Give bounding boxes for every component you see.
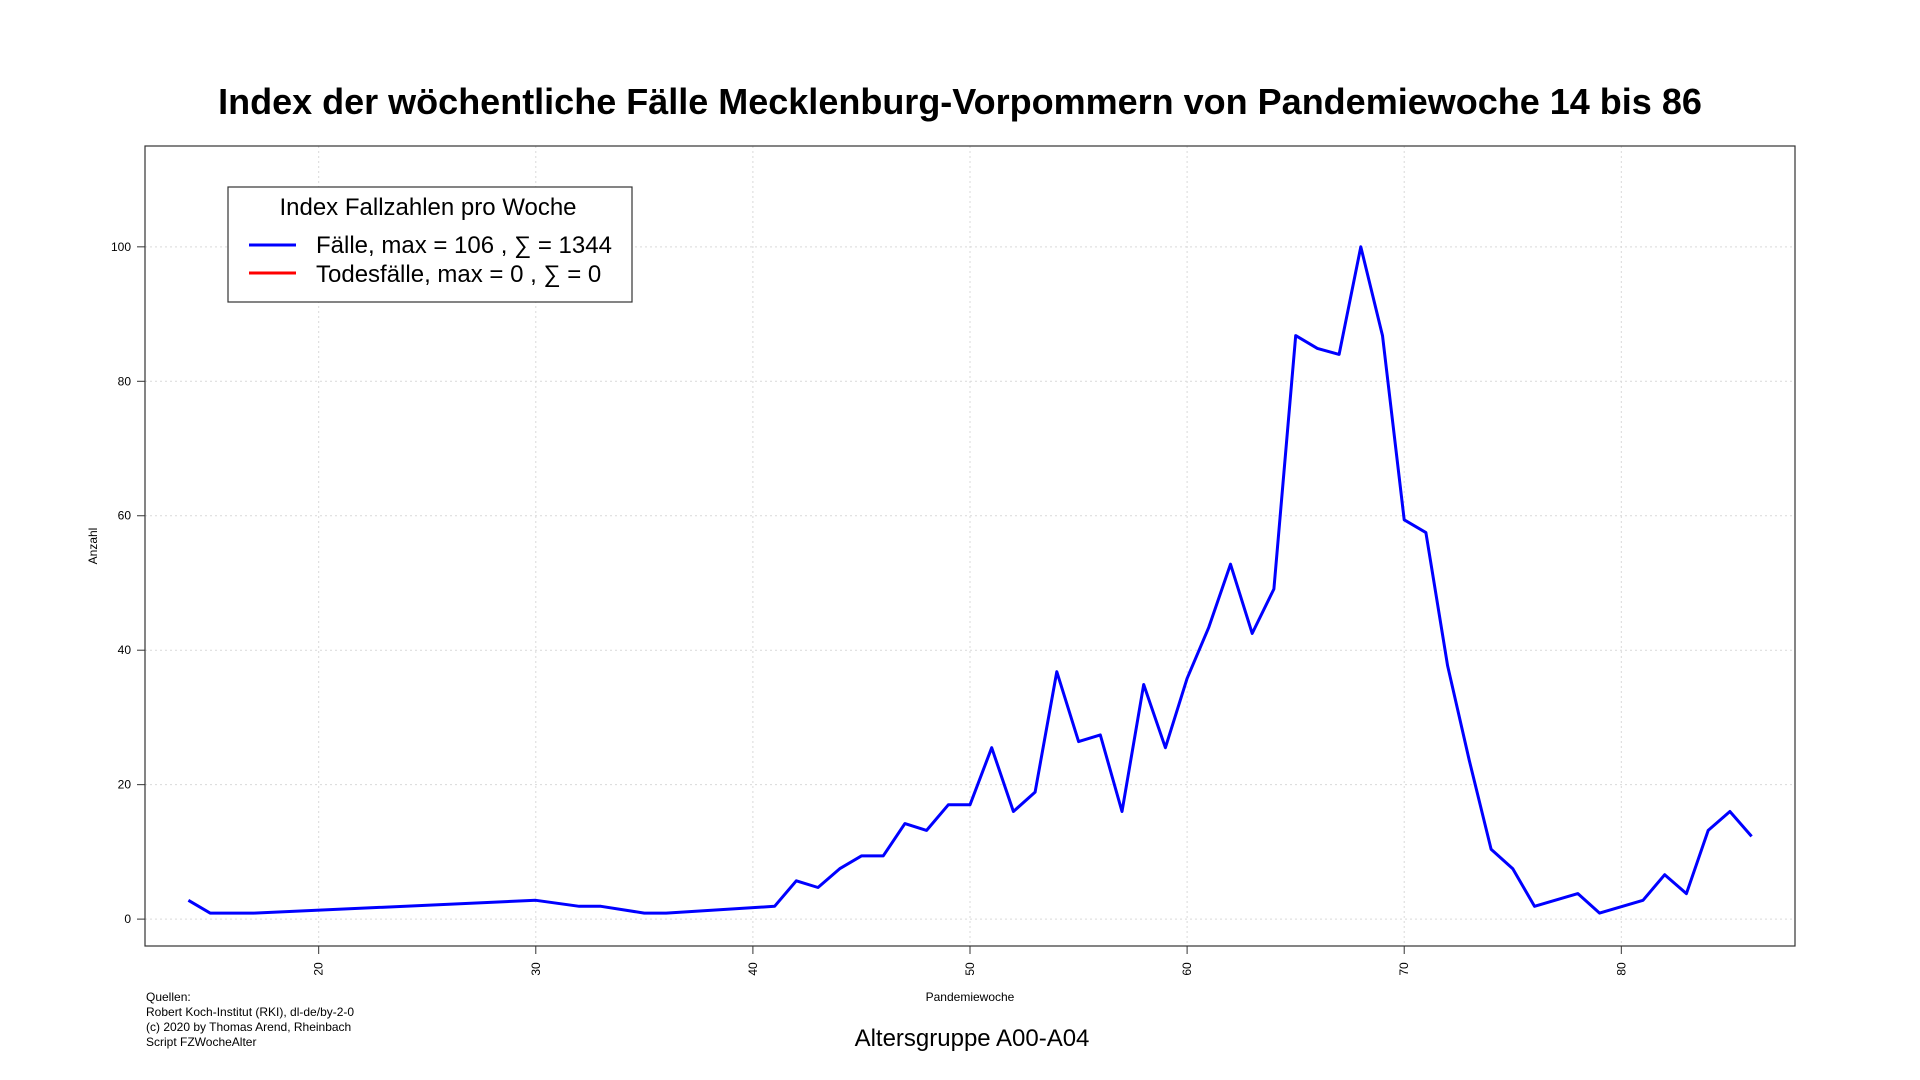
y-tick-label: 100 xyxy=(111,240,131,254)
y-tick-label: 80 xyxy=(118,374,132,388)
x-tick-label: 20 xyxy=(312,962,326,976)
x-tick-label: 60 xyxy=(1180,962,1194,976)
sources: Quellen: Robert Koch-Institut (RKI), dl-… xyxy=(146,990,354,1049)
y-tick-label: 40 xyxy=(118,643,132,657)
x-axis-label: Pandemiewoche xyxy=(926,990,1015,1004)
axes: 20 30 40 50 60 70 80 0 20 40 60 80 100 xyxy=(111,240,1628,976)
chart-title: Index der wöchentliche Fälle Mecklenburg… xyxy=(218,81,1702,122)
x-tick-label: 70 xyxy=(1397,962,1411,976)
series-line-faelle xyxy=(187,245,1753,915)
x-tick-label: 40 xyxy=(746,962,760,976)
source-line-4: Script FZWocheAlter xyxy=(146,1035,256,1049)
y-tick-label: 20 xyxy=(118,778,132,792)
y-axis-label: Anzahl xyxy=(86,528,100,565)
x-tick-label: 30 xyxy=(529,962,543,976)
source-line-1: Quellen: xyxy=(146,990,191,1004)
source-line-3: (c) 2020 by Thomas Arend, Rheinbach xyxy=(146,1020,351,1034)
legend-entry-todesfaelle: Todesfälle, max = 0 , ∑ = 0 xyxy=(316,261,601,288)
legend: Index Fallzahlen pro Woche Fälle, max = … xyxy=(227,186,633,303)
legend-entry-faelle: Fälle, max = 106 , ∑ = 1344 xyxy=(316,232,612,259)
y-tick-label: 0 xyxy=(124,912,131,926)
y-tick-label: 60 xyxy=(118,509,132,523)
chart-subtitle: Altersgruppe A00-A04 xyxy=(855,1025,1090,1052)
source-line-2: Robert Koch-Institut (RKI), dl-de/by-2-0 xyxy=(146,1005,354,1019)
x-tick-label: 50 xyxy=(963,962,977,976)
series-layer xyxy=(187,245,1753,915)
legend-title: Index Fallzahlen pro Woche xyxy=(279,194,576,221)
x-tick-label: 80 xyxy=(1614,962,1628,976)
